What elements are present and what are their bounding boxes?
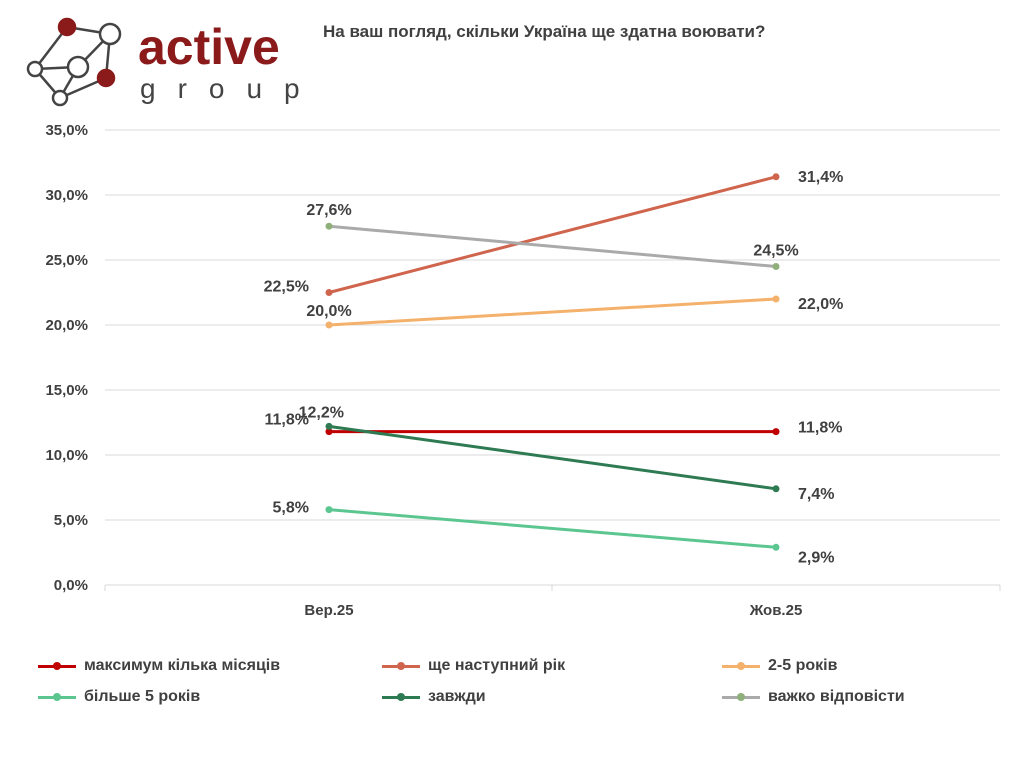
legend-item: ще наступний рік	[382, 657, 565, 675]
data-label: 22,0%	[798, 296, 843, 313]
x-tick-label: Вер.25	[304, 602, 353, 619]
legend-item: важко відповісти	[722, 688, 905, 706]
legend-line-icon	[382, 692, 420, 701]
legend-line-icon	[38, 692, 76, 701]
legend-item: 2-5 років	[722, 657, 837, 675]
y-tick-label: 35,0%	[45, 122, 88, 139]
data-point	[772, 295, 780, 303]
legend-item: більше 5 років	[38, 688, 200, 706]
legend-label: максимум кілька місяців	[84, 657, 281, 674]
legend-label: важко відповісти	[768, 688, 905, 705]
series-line	[328, 224, 777, 268]
series-line	[328, 424, 777, 491]
series-line	[328, 508, 777, 549]
legend-line-icon	[38, 661, 76, 670]
series-line	[328, 297, 777, 327]
data-point	[772, 543, 780, 551]
data-label: 22,5%	[264, 279, 309, 296]
data-point	[772, 173, 780, 181]
svg-text:active: active	[138, 19, 280, 75]
legend-item: максимум кілька місяців	[38, 657, 280, 675]
legend-label: більше 5 років	[84, 688, 201, 705]
data-label: 12,2%	[299, 404, 344, 421]
data-point	[325, 222, 333, 230]
data-label: 27,6%	[306, 202, 351, 219]
chart-title: На ваш погляд, скільки Україна ще здатна…	[323, 22, 766, 41]
data-point	[325, 289, 333, 296]
data-point	[325, 422, 333, 430]
y-tick-label: 5,0%	[54, 512, 88, 529]
legend-label: ще наступний рік	[428, 657, 566, 674]
legend-item: завжди	[382, 688, 486, 706]
legend-label: 2-5 років	[768, 657, 838, 674]
data-point	[325, 321, 333, 329]
data-point	[325, 428, 333, 436]
data-point	[772, 428, 780, 436]
data-label: 24,5%	[753, 243, 798, 260]
data-label: 11,8%	[798, 420, 842, 437]
y-tick-label: 10,0%	[45, 447, 88, 464]
data-point	[772, 263, 780, 270]
data-label: 5,8%	[273, 500, 309, 517]
series-line	[328, 175, 777, 294]
data-point	[772, 485, 780, 493]
data-label: 7,4%	[798, 486, 834, 503]
y-tick-label: 0,0%	[54, 577, 88, 594]
y-tick-label: 15,0%	[45, 382, 88, 399]
legend-line-icon	[722, 661, 760, 670]
y-tick-label: 30,0%	[45, 187, 88, 204]
data-label: 31,4%	[798, 169, 843, 186]
x-tick-label: Жов.25	[749, 602, 803, 619]
legend-line-icon	[722, 692, 760, 701]
svg-text:group: group	[140, 73, 310, 104]
y-tick-label: 20,0%	[45, 317, 88, 334]
data-point	[325, 506, 333, 514]
data-label: 20,0%	[306, 303, 351, 320]
active-group-logo: active group	[20, 12, 310, 112]
legend-label: завжди	[428, 688, 486, 705]
data-label: 11,8%	[265, 412, 309, 429]
data-label: 2,9%	[798, 549, 834, 566]
legend-line-icon	[382, 661, 420, 670]
y-tick-label: 25,0%	[45, 252, 88, 269]
